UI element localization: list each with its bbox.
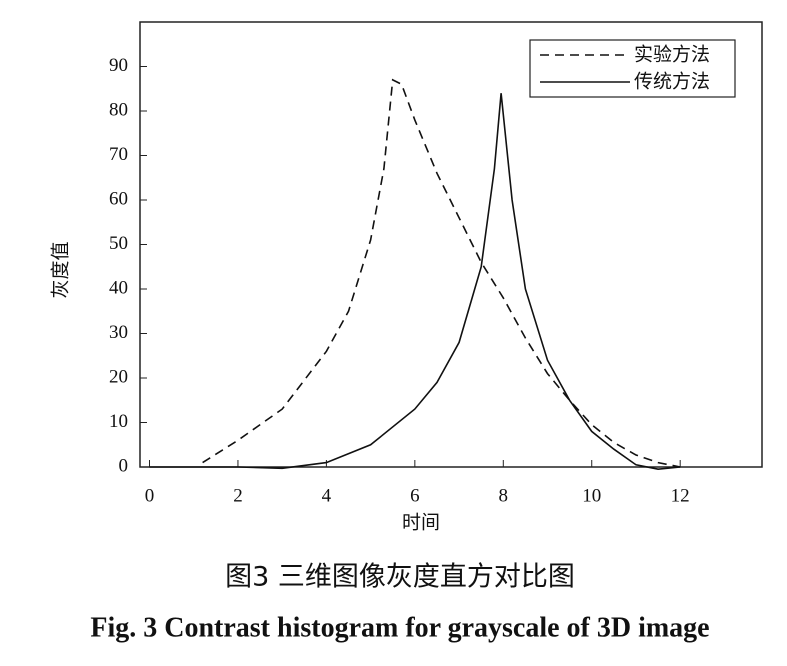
legend-label: 实验方法 — [634, 44, 710, 66]
y-tick-label: 70 — [109, 144, 128, 165]
y-axis-label: 灰度值 — [49, 241, 71, 298]
line-series — [202, 78, 681, 468]
line-series — [149, 93, 681, 471]
legend-box — [529, 39, 736, 98]
x-tick-label: 8 — [499, 485, 509, 506]
y-tick-label: 90 — [109, 55, 128, 76]
y-tick-label: 10 — [109, 411, 128, 432]
x-axis-label: 时间 — [402, 511, 440, 533]
y-tick-label: 80 — [109, 99, 128, 120]
caption-cn: 图3 三维图像灰度直方对比图 — [225, 562, 575, 593]
x-tick-label: 10 — [582, 485, 601, 506]
caption-en: Fig. 3 Contrast histogram for grayscale … — [90, 612, 709, 643]
x-tick-label: 0 — [145, 485, 155, 506]
y-tick-label: 30 — [109, 322, 128, 343]
x-tick-label: 12 — [671, 485, 690, 506]
x-tick-label: 2 — [233, 485, 243, 506]
y-tick-label: 0 — [119, 455, 129, 476]
y-tick-label: 50 — [109, 233, 128, 254]
x-tick-label: 4 — [322, 485, 332, 506]
y-tick-label: 20 — [109, 366, 128, 387]
y-tick-label: 40 — [109, 277, 128, 298]
y-tick-label: 60 — [109, 188, 128, 209]
legend-label: 传统方法 — [634, 71, 710, 93]
x-tick-label: 6 — [410, 485, 420, 506]
